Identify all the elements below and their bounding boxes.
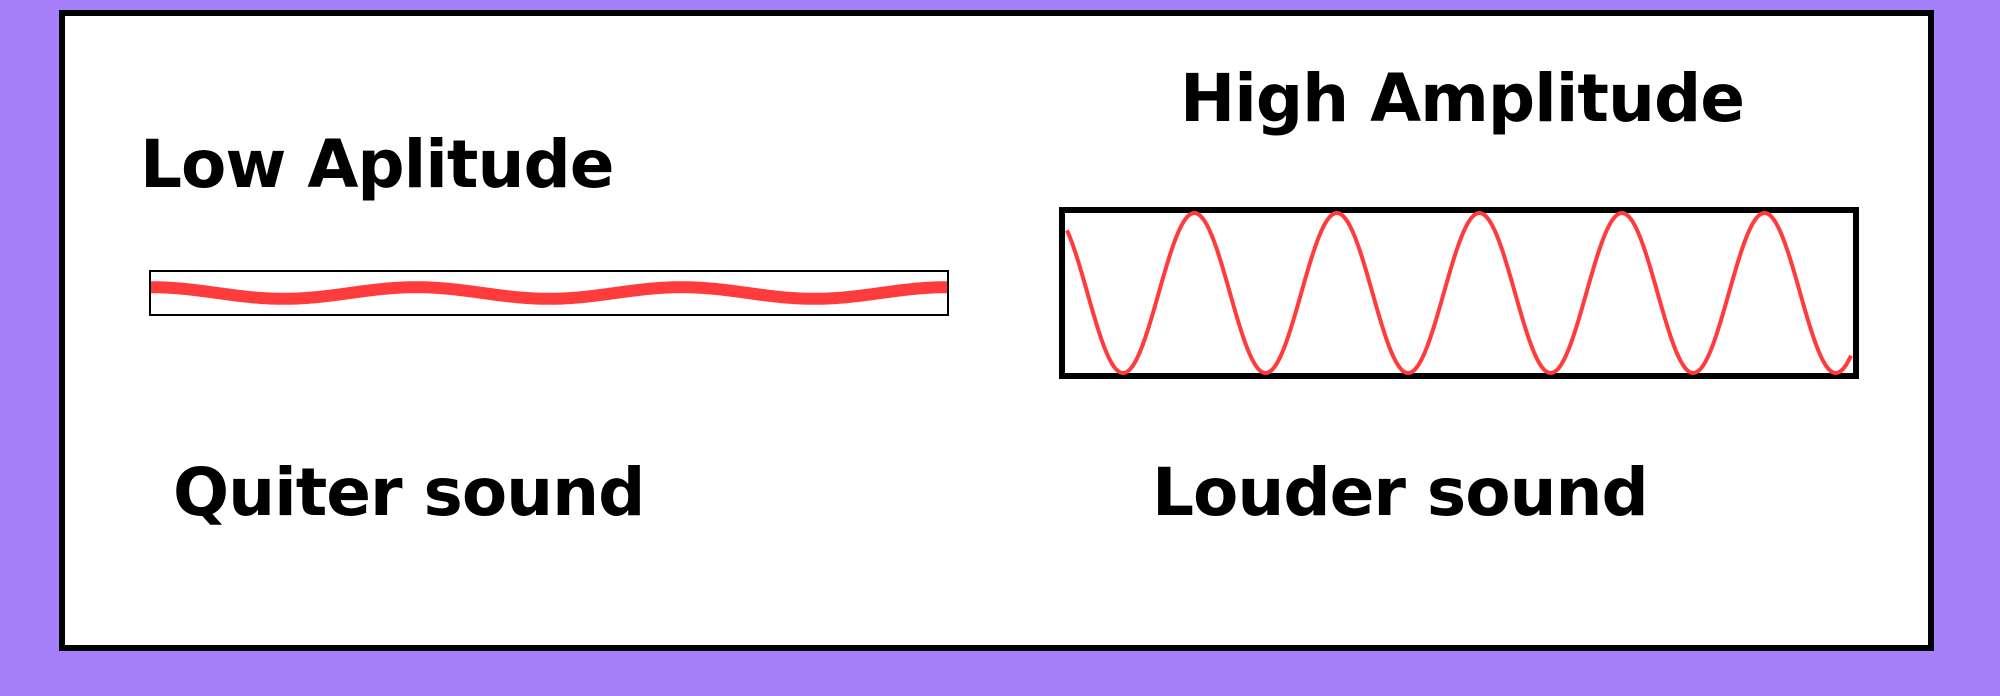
- high-amplitude-wave-box: [1059, 207, 1859, 379]
- high-amplitude-title: High Amplitude: [1180, 60, 1745, 137]
- high-amplitude-frame: [1059, 207, 1859, 379]
- high-amplitude-wave: [1065, 210, 1853, 376]
- low-amplitude-title: Low Aplitude: [140, 126, 614, 203]
- low-amplitude-wave: [150, 281, 948, 305]
- low-amplitude-wave-box: [149, 270, 949, 316]
- quieter-sound-caption: Quiter sound: [173, 454, 645, 531]
- louder-sound-caption: Louder sound: [1152, 454, 1649, 531]
